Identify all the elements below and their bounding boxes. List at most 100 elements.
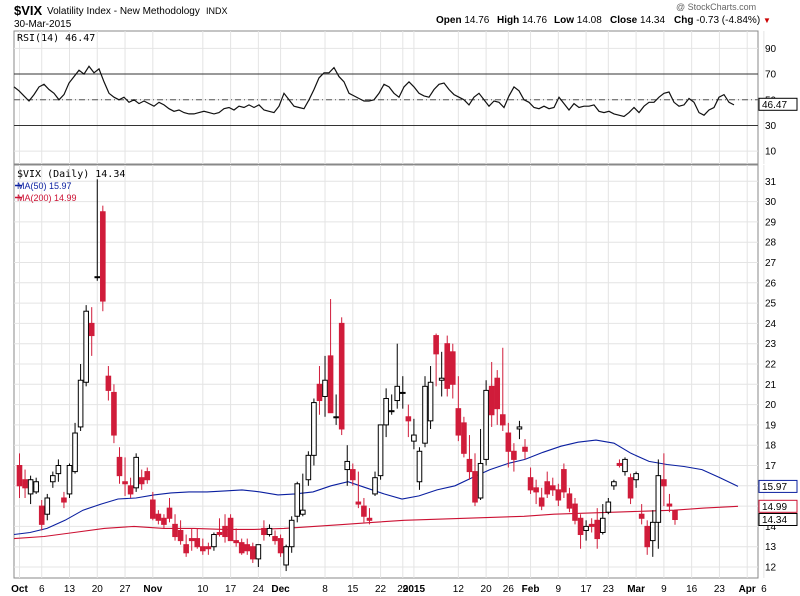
price-tick-label: 18 bbox=[765, 441, 777, 452]
candle-body-up bbox=[83, 310, 89, 383]
candle-body-up bbox=[516, 426, 523, 430]
candle-body-down bbox=[22, 479, 28, 489]
candle-body-up bbox=[66, 465, 73, 495]
candle-body-up bbox=[94, 276, 101, 279]
x-tick-label: 15 bbox=[347, 584, 359, 595]
candle-body-up bbox=[294, 483, 301, 517]
candle-body-up bbox=[266, 527, 273, 536]
ma200-last-value: 14.99 bbox=[762, 502, 787, 513]
x-tick-label: 12 bbox=[453, 584, 465, 595]
price-tick-label: 25 bbox=[765, 299, 777, 310]
x-tick-label: 23 bbox=[603, 584, 615, 595]
close-value: 14.34 bbox=[640, 15, 666, 26]
x-tick-label: 24 bbox=[253, 584, 265, 595]
x-tick-label: 9 bbox=[661, 584, 667, 595]
candle-body-down bbox=[227, 517, 234, 542]
chart-header: $VIX Volatility Index - New Methodology … bbox=[0, 0, 800, 32]
candle-body-up bbox=[300, 509, 306, 515]
price-label: $VIX (Daily) 14.34 bbox=[17, 169, 125, 180]
candle-body-up bbox=[333, 416, 339, 419]
x-tick-label: 6 bbox=[39, 584, 45, 595]
rsi-last-value: 46.47 bbox=[762, 100, 787, 111]
close-label: Close bbox=[610, 15, 638, 26]
price-tick-label: 27 bbox=[765, 258, 777, 269]
instrument-name: Volatility Index - New Methodology bbox=[47, 6, 200, 17]
candle-body-down bbox=[577, 517, 584, 536]
candle-body-up bbox=[611, 481, 617, 487]
candle-body-up bbox=[77, 379, 84, 428]
candle-body-up bbox=[411, 434, 417, 442]
candle-body-up bbox=[377, 424, 384, 477]
candle-body-down bbox=[277, 538, 284, 554]
candle-body-up bbox=[622, 458, 628, 473]
change-value: -0.73 (-4.84%) bbox=[696, 15, 761, 26]
x-tick-label: 8 bbox=[322, 584, 328, 595]
candle-body-up bbox=[649, 521, 656, 542]
candle-body-down bbox=[494, 377, 501, 410]
x-tick-label: 20 bbox=[92, 584, 104, 595]
candle-body-down bbox=[105, 375, 112, 391]
x-tick-label: 2015 bbox=[403, 584, 426, 595]
candle-body-down bbox=[661, 479, 667, 487]
price-tick-label: 22 bbox=[765, 360, 777, 371]
candle-body-down bbox=[177, 529, 184, 542]
candle-body-up bbox=[33, 481, 39, 493]
candle-body-down bbox=[488, 385, 495, 416]
ticker-symbol: $VIX bbox=[14, 3, 43, 18]
x-tick-label: 26 bbox=[503, 584, 515, 595]
price-tick-label: 19 bbox=[765, 420, 777, 431]
x-tick-label: 9 bbox=[556, 584, 562, 595]
candle-body-down bbox=[327, 355, 334, 414]
candle-body-down bbox=[350, 469, 356, 481]
x-tick-label: 22 bbox=[375, 584, 387, 595]
x-tick-label: 6 bbox=[761, 584, 767, 595]
candle-body-down bbox=[338, 322, 345, 430]
price-frame bbox=[13, 164, 759, 579]
candle-body-down bbox=[238, 542, 245, 554]
candle-body-down bbox=[644, 525, 651, 548]
x-tick-label: Dec bbox=[271, 584, 290, 595]
rsi-tick-label: 30 bbox=[765, 121, 777, 132]
candle-body-up bbox=[599, 517, 606, 533]
candle-body-down bbox=[666, 503, 673, 507]
candle-body-up bbox=[55, 465, 62, 475]
candle-body-down bbox=[272, 536, 278, 542]
candle-body-down bbox=[100, 211, 106, 302]
change-label: Chg bbox=[674, 15, 694, 26]
ma50-legend: MA(50) 15.97 bbox=[17, 181, 72, 191]
price-last-box bbox=[758, 512, 798, 526]
candle-body-up bbox=[305, 454, 312, 481]
candle-body-down bbox=[627, 477, 634, 499]
candle-body-up bbox=[322, 379, 328, 397]
candle-body-up bbox=[394, 385, 401, 402]
candle-body-up bbox=[283, 546, 289, 566]
candle-body-down bbox=[466, 458, 473, 473]
candle-body-down bbox=[527, 477, 534, 491]
candle-body-up bbox=[422, 385, 428, 444]
candle-body-down bbox=[200, 546, 206, 552]
candle-body-down bbox=[544, 481, 551, 495]
x-tick-label: 17 bbox=[225, 584, 237, 595]
candle-body-down bbox=[250, 546, 256, 560]
candle-body-up bbox=[50, 475, 56, 483]
rsi-last-box bbox=[758, 97, 798, 111]
candle-body-down bbox=[572, 503, 578, 521]
candle-body-up bbox=[288, 519, 295, 548]
candle-body-down bbox=[538, 497, 545, 507]
ma50-last-box bbox=[758, 479, 798, 493]
candle-body-down bbox=[16, 465, 23, 487]
credit-label: @ StockCharts.com bbox=[676, 2, 757, 12]
candle-body-down bbox=[183, 544, 189, 554]
price-tick-label: 26 bbox=[765, 278, 777, 289]
change-readout: Chg -0.73 (-4.84%) ▼ bbox=[674, 15, 771, 26]
open-label: Open bbox=[436, 15, 462, 26]
candle-body-down bbox=[511, 450, 517, 460]
candle-body-down bbox=[672, 510, 678, 520]
candle-body-down bbox=[505, 432, 512, 452]
rsi-frame bbox=[13, 30, 759, 165]
candle-body-down bbox=[88, 322, 95, 337]
x-tick-label: 10 bbox=[197, 584, 209, 595]
candle-body-down bbox=[616, 462, 623, 467]
price-panel: 1213141516171819202122232425262728293031… bbox=[13, 164, 798, 579]
